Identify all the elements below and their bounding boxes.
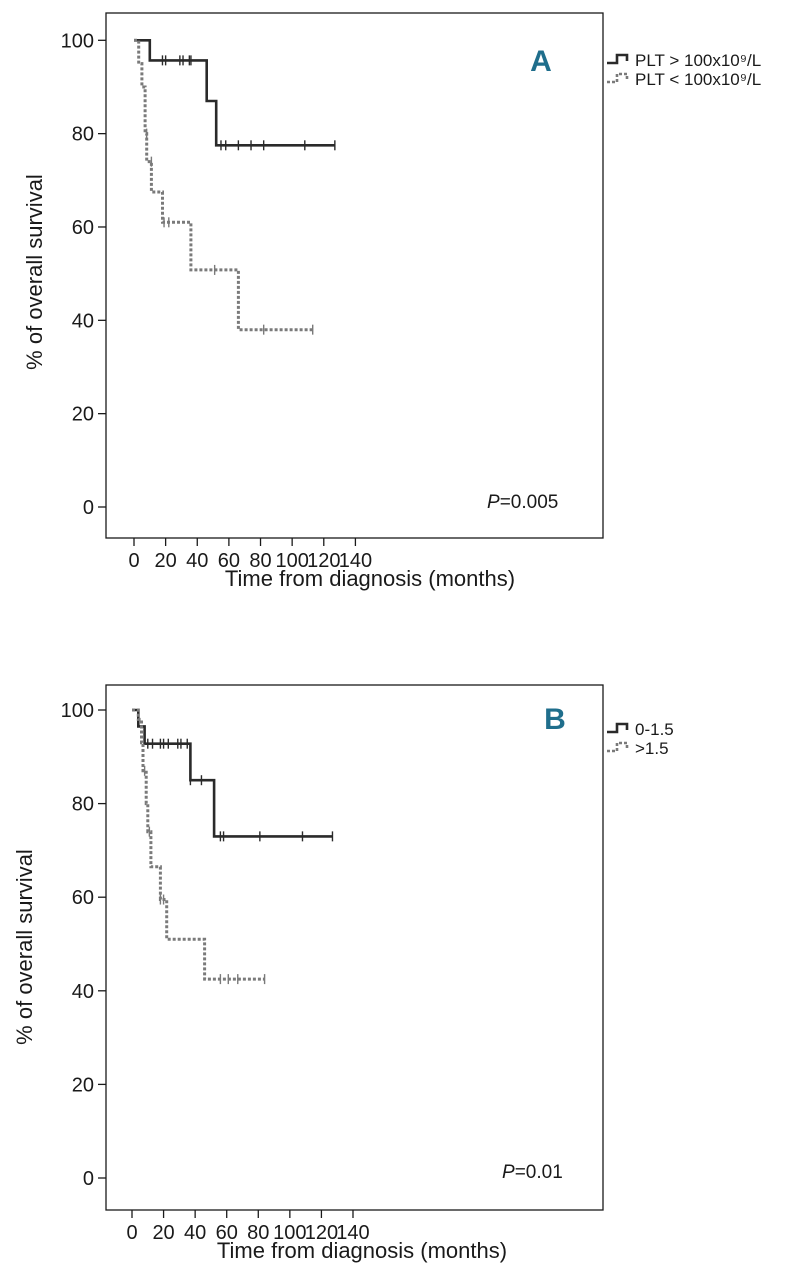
x-tick-label: 100 [273,1222,306,1244]
x-tick-label: 40 [186,550,208,572]
y-tick-label: 20 [72,1074,94,1096]
y-tick-label: 60 [72,887,94,909]
x-tick-label: 100 [275,550,308,572]
x-tick-label: 120 [307,550,340,572]
legend-label-2: PLT < 100x10⁹/L [635,70,761,89]
panel-letter: B [544,703,566,736]
legend-swatch-1 [607,53,629,65]
p-value-label: P=0.01 [502,1162,563,1183]
x-tick-label: 0 [128,550,139,572]
survival-curve-2 [134,38,313,332]
p-value-number: =0.005 [500,492,559,513]
survival-curve-1 [132,708,333,838]
p-value-label: P=0.005 [487,492,558,513]
x-tick-label: 140 [339,550,372,572]
x-tick-label: 140 [336,1222,369,1244]
x-tick-label: 80 [247,1222,269,1244]
legend-swatch-2 [607,72,629,84]
y-axis-title: % of overall survival [22,174,47,370]
plot-frame [105,684,604,1211]
y-tick-label: 60 [72,217,94,239]
y-tick-label: 20 [72,404,94,426]
y-tick-label: 0 [83,1168,94,1190]
y-tick-label: 80 [72,794,94,816]
y-tick-label: 100 [61,30,94,52]
y-tick-label: 40 [72,981,94,1003]
x-axis-title: Time from diagnosis (months) [225,566,515,591]
legend-swatch-1 [607,722,629,734]
x-tick-label: 20 [152,1222,174,1244]
x-tick-label: 80 [249,550,271,572]
x-axis-title: Time from diagnosis (months) [217,1238,507,1263]
x-tick-label: 40 [184,1222,206,1244]
y-axis-title: % of overall survival [12,849,37,1045]
legend-label-1: 0-1.5 [635,720,674,739]
legend-label-2: >1.5 [635,739,669,758]
x-tick-label: 60 [218,550,240,572]
legend-swatch-2 [607,741,629,753]
x-tick-label: 20 [155,550,177,572]
survival-curve-2 [132,708,265,981]
legend-label-1: PLT > 100x10⁹/L [635,51,761,70]
plot-frame [105,12,604,539]
y-tick-label: 0 [83,497,94,519]
y-tick-label: 40 [72,310,94,332]
panel-letter: A [530,45,552,78]
p-value-symbol: P [487,492,500,513]
y-tick-label: 100 [61,700,94,722]
survival-curve-1 [134,38,335,147]
p-value-symbol: P [502,1162,515,1183]
x-tick-label: 60 [216,1222,238,1244]
x-tick-label: 0 [126,1222,137,1244]
y-tick-label: 80 [72,124,94,146]
x-tick-label: 120 [305,1222,338,1244]
p-value-number: =0.01 [515,1162,563,1183]
